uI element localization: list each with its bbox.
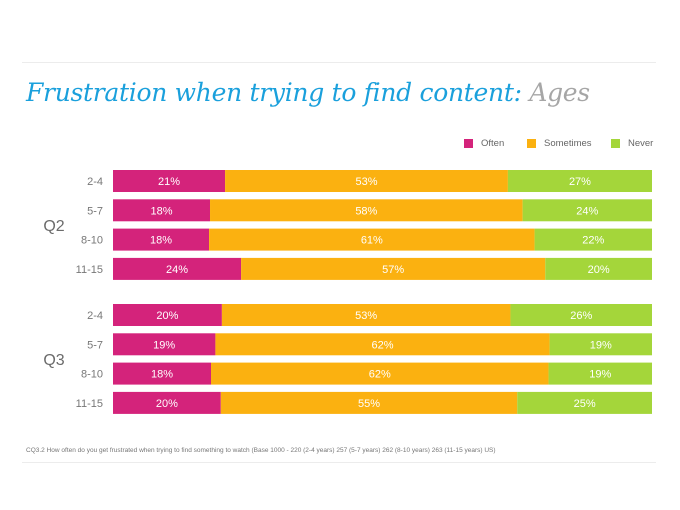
legend-label-often: Often — [481, 138, 505, 149]
footnote: CQ3.2 How often do you get frustrated wh… — [26, 447, 496, 454]
chart-title-main: Frustration when trying to find content: — [26, 78, 530, 107]
data-label: 18% — [150, 205, 172, 217]
slide-divider-bottom — [22, 462, 656, 463]
bar-segment-sometimes — [215, 333, 550, 356]
category-label: 8-10 — [81, 235, 103, 247]
data-label: 58% — [355, 205, 377, 217]
data-label: 19% — [590, 339, 612, 351]
data-label: 61% — [361, 235, 383, 247]
data-label: 19% — [589, 369, 611, 381]
bar-segment-never — [510, 304, 652, 326]
data-label: 19% — [153, 339, 175, 351]
bar-segment-often — [113, 362, 211, 385]
bar-segment-never — [522, 199, 652, 222]
group-label: Q3 — [43, 352, 64, 369]
data-label: 26% — [570, 310, 592, 322]
bar-segment-never — [545, 257, 652, 280]
bar-segment-sometimes — [210, 199, 523, 222]
bar-segment-never — [549, 333, 652, 356]
slide-divider-top — [22, 62, 656, 63]
legend-item-never: Never — [611, 138, 653, 149]
bar-segment-often — [113, 304, 222, 326]
legend-item-often: Often — [464, 138, 504, 149]
bar-segment-often — [113, 257, 242, 280]
group-label: Q2 — [43, 218, 64, 235]
data-label: 18% — [150, 235, 172, 247]
bar-segment-sometimes — [220, 391, 518, 414]
category-label: 5-7 — [87, 205, 103, 217]
bar-segment-sometimes — [209, 228, 535, 251]
chart-title: Frustration when trying to find content:… — [26, 78, 590, 107]
data-label: 20% — [588, 264, 610, 276]
category-label: 2-4 — [87, 310, 103, 322]
bar-segment-never — [548, 362, 652, 385]
legend-item-sometimes: Sometimes — [527, 138, 592, 149]
bar-segment-often — [113, 170, 226, 192]
legend-label-sometimes: Sometimes — [544, 138, 592, 149]
bar-segment-never — [517, 391, 652, 414]
stacked-bar-chart: Q2 2-4 21% 53% 27% 5-7 18% 58% 24% 8-10 18% 61% 22% 1… — [43, 170, 652, 414]
bar-segment-never — [507, 170, 652, 192]
data-label: 57% — [382, 264, 404, 276]
legend-swatch-sometimes — [527, 139, 536, 148]
bar-segment-sometimes — [225, 170, 508, 192]
bar-segment-often — [113, 333, 216, 356]
data-label: 27% — [569, 176, 591, 188]
data-label: 55% — [358, 398, 380, 410]
category-label: 2-4 — [87, 176, 103, 188]
bar-segment-often — [113, 391, 221, 414]
data-label: 53% — [355, 310, 377, 322]
data-label: 22% — [582, 235, 604, 247]
data-label: 25% — [574, 398, 596, 410]
legend-label-never: Never — [628, 138, 654, 149]
data-label: 24% — [576, 205, 598, 217]
data-label: 20% — [156, 398, 178, 410]
category-label: 11-15 — [76, 264, 103, 276]
bar-segment-often — [113, 199, 211, 222]
category-label: 5-7 — [87, 339, 103, 351]
data-label: 18% — [151, 369, 173, 381]
category-label: 11-15 — [76, 398, 103, 410]
bar-segment-never — [534, 228, 652, 251]
bar-segment-sometimes — [241, 257, 546, 280]
bar-segment-often — [113, 228, 210, 251]
data-label: 20% — [156, 310, 178, 322]
bar-segment-sometimes — [211, 362, 549, 385]
data-label: 62% — [371, 339, 393, 351]
chart-title-sub: Ages — [529, 78, 590, 107]
data-label: 21% — [158, 176, 180, 188]
legend-swatch-often — [464, 139, 473, 148]
bar-segment-sometimes — [221, 304, 511, 326]
legend-swatch-never — [611, 139, 620, 148]
chart-legend: Often Sometimes Never — [0, 138, 680, 152]
category-label: 8-10 — [81, 369, 103, 381]
data-label: 53% — [355, 176, 377, 188]
data-label: 62% — [369, 369, 391, 381]
data-label: 24% — [166, 264, 188, 276]
